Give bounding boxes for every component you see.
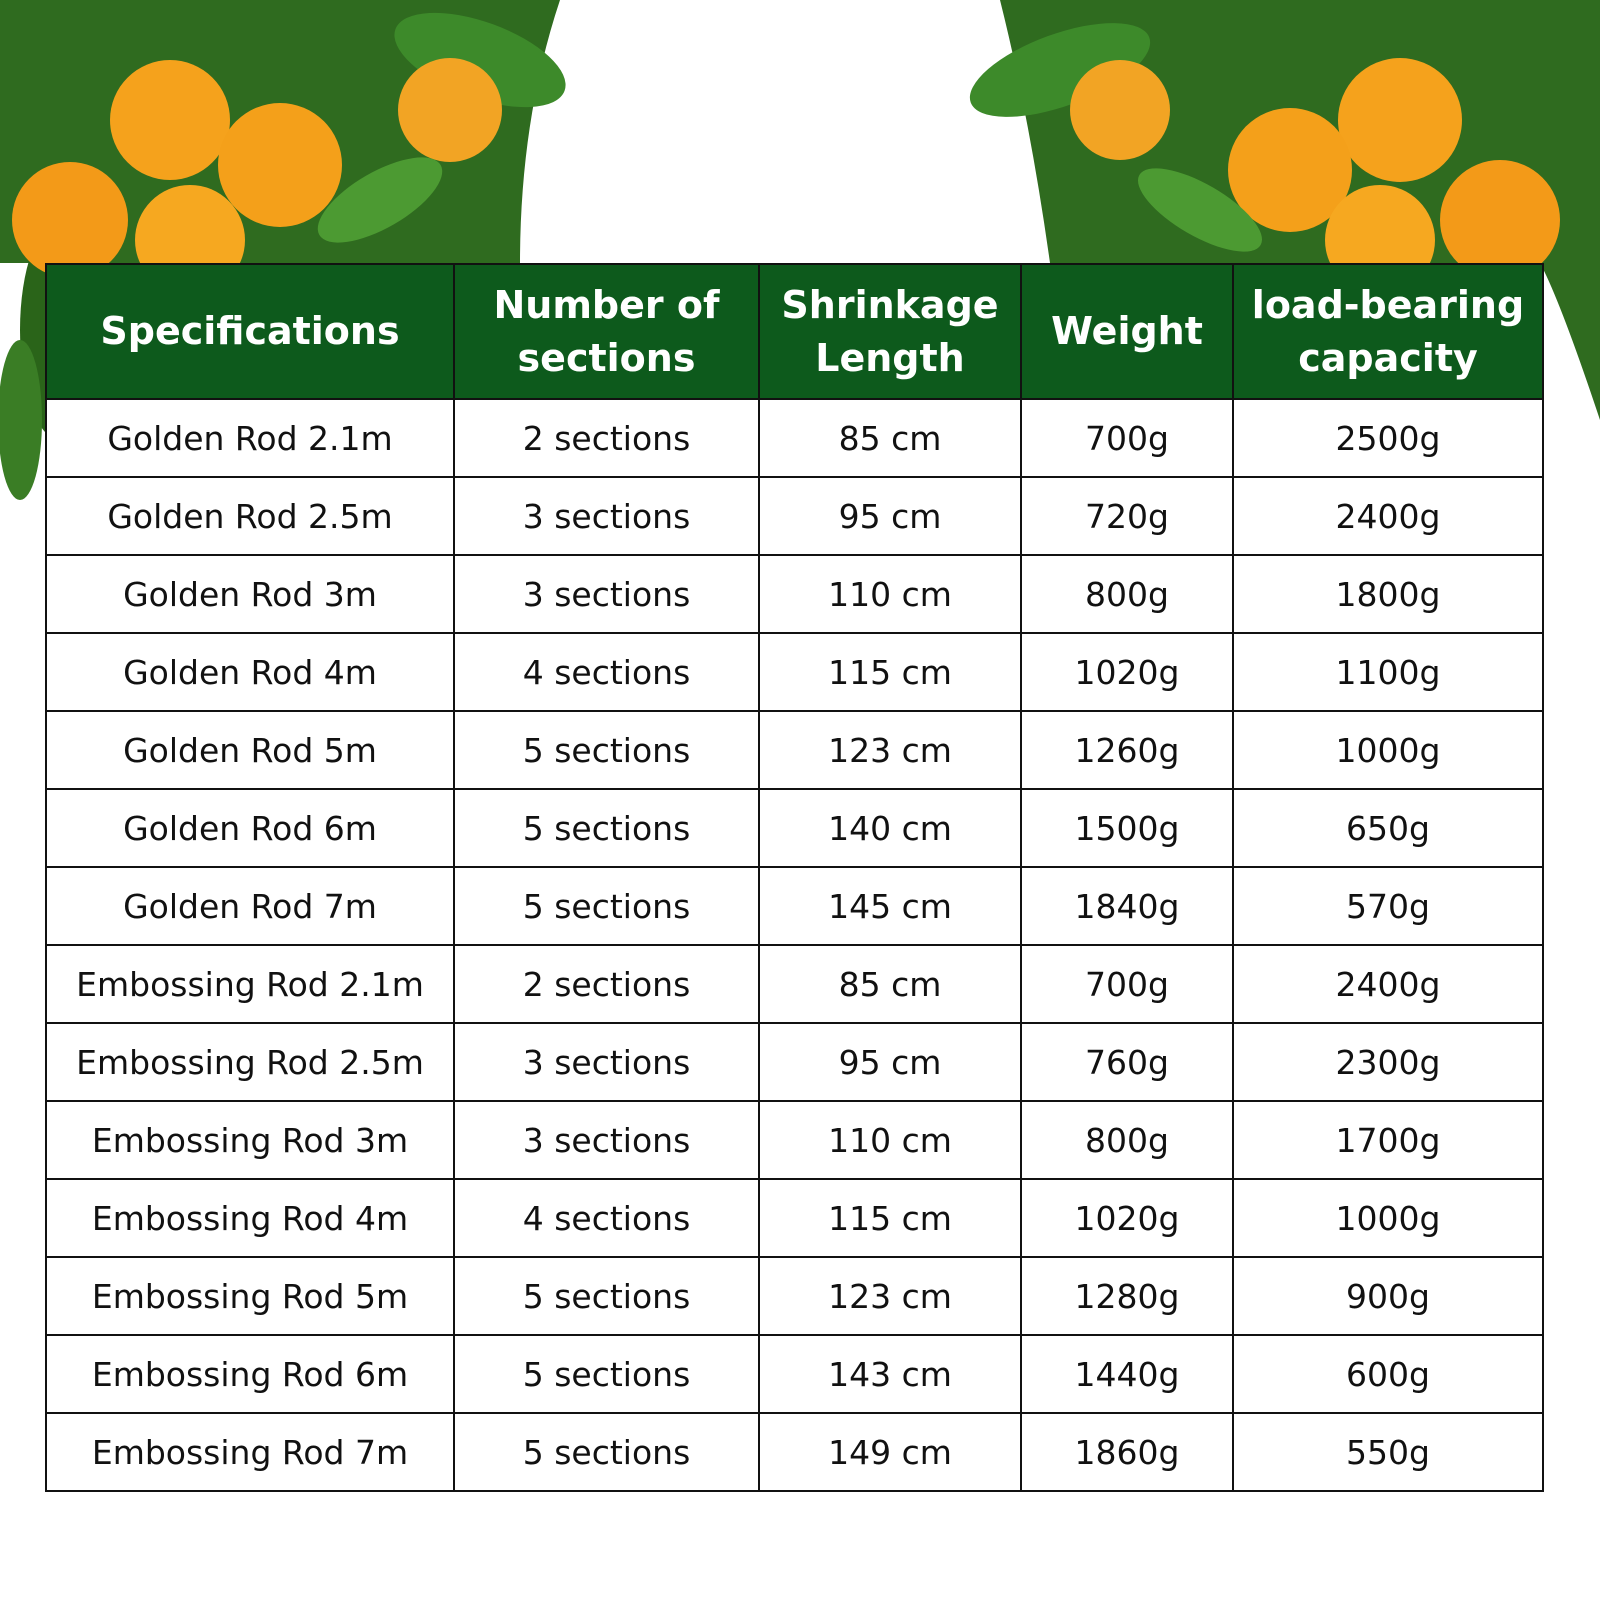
table-cell: 1800g <box>1232 554 1544 634</box>
table-cell: 5 sections <box>453 1256 760 1336</box>
table-row: Embossing Rod 4m 4 sections 115 cm 1020g 100… <box>45 1178 1544 1258</box>
table-cell: 600g <box>1232 1334 1544 1414</box>
table-cell: 1860g <box>1020 1412 1234 1492</box>
table-row: Golden Rod 7m 5 sections 145 cm 1840g 570g <box>45 866 1544 946</box>
table-row: Embossing Rod 6m 5 sections 143 cm 1440g 600… <box>45 1334 1544 1414</box>
table-cell: 800g <box>1020 1100 1234 1180</box>
header-cell: Number of sections <box>453 263 760 400</box>
table-cell: 550g <box>1232 1412 1544 1492</box>
table-cell: 115 cm <box>758 1178 1022 1258</box>
table-cell: Golden Rod 2.5m <box>45 476 455 556</box>
table-cell: 2400g <box>1232 476 1544 556</box>
table-cell: 900g <box>1232 1256 1544 1336</box>
header-row: Specifications Number of sections Shrinkag… <box>45 263 1544 400</box>
table-cell: 1440g <box>1020 1334 1234 1414</box>
table-cell: 5 sections <box>453 788 760 868</box>
header-cell: load-bearing capacity <box>1232 263 1544 400</box>
table-cell: 1020g <box>1020 632 1234 712</box>
table-cell: Golden Rod 5m <box>45 710 455 790</box>
table-cell: 1260g <box>1020 710 1234 790</box>
table-cell: Embossing Rod 4m <box>45 1178 455 1258</box>
table-cell: 110 cm <box>758 1100 1022 1180</box>
header-cell: Shrinkage Length <box>758 263 1022 400</box>
header-cell: Specifications <box>45 263 455 400</box>
table-cell: Golden Rod 6m <box>45 788 455 868</box>
right-branch <box>969 0 1600 420</box>
table-cell: Embossing Rod 3m <box>45 1100 455 1180</box>
table-row: Golden Rod 6m 5 sections 140 cm 1500g 650g <box>45 788 1544 868</box>
table-cell: 720g <box>1020 476 1234 556</box>
table-row: Golden Rod 2.5m 3 sections 95 cm 720g 2400g <box>45 476 1544 556</box>
table-cell: 3 sections <box>453 1022 760 1102</box>
table-cell: 4 sections <box>453 632 760 712</box>
table-row: Embossing Rod 3m 3 sections 110 cm 800g 1700… <box>45 1100 1544 1180</box>
table-cell: 2 sections <box>453 944 760 1024</box>
table-cell: 1840g <box>1020 866 1234 946</box>
table-row: Golden Rod 3m 3 sections 110 cm 800g 1800g <box>45 554 1544 634</box>
table-cell: 149 cm <box>758 1412 1022 1492</box>
table-cell: Golden Rod 7m <box>45 866 455 946</box>
table-cell: 123 cm <box>758 710 1022 790</box>
table-cell: 143 cm <box>758 1334 1022 1414</box>
table-row: Golden Rod 4m 4 sections 115 cm 1020g 1100g <box>45 632 1544 712</box>
table-cell: 140 cm <box>758 788 1022 868</box>
table-row: Golden Rod 2.1m 2 sections 85 cm 700g 2500g <box>45 398 1544 478</box>
table-cell: 700g <box>1020 398 1234 478</box>
table-row: Embossing Rod 2.5m 3 sections 95 cm 760g 230… <box>45 1022 1544 1102</box>
table-cell: 5 sections <box>453 710 760 790</box>
table-cell: 95 cm <box>758 1022 1022 1102</box>
table-cell: 700g <box>1020 944 1234 1024</box>
table-cell: 570g <box>1232 866 1544 946</box>
table-cell: Golden Rod 4m <box>45 632 455 712</box>
table-cell: 95 cm <box>758 476 1022 556</box>
table-cell: 1000g <box>1232 1178 1544 1258</box>
table-cell: 115 cm <box>758 632 1022 712</box>
table-row: Embossing Rod 2.1m 2 sections 85 cm 700g 240… <box>45 944 1544 1024</box>
table-cell: 1100g <box>1232 632 1544 712</box>
table-cell: 2400g <box>1232 944 1544 1024</box>
table-cell: 123 cm <box>758 1256 1022 1336</box>
header-cell: Weight <box>1020 263 1234 400</box>
table-cell: 2 sections <box>453 398 760 478</box>
table-cell: 5 sections <box>453 1334 760 1414</box>
table-cell: Embossing Rod 7m <box>45 1412 455 1492</box>
table-cell: 3 sections <box>453 1100 760 1180</box>
table-cell: 3 sections <box>453 554 760 634</box>
table-cell: Embossing Rod 2.5m <box>45 1022 455 1102</box>
table-row: Golden Rod 5m 5 sections 123 cm 1260g 1000g <box>45 710 1544 790</box>
table-cell: 1280g <box>1020 1256 1234 1336</box>
table-cell: 2300g <box>1232 1022 1544 1102</box>
table-cell: 85 cm <box>758 944 1022 1024</box>
table-row: Embossing Rod 5m 5 sections 123 cm 1280g 900… <box>45 1256 1544 1336</box>
table-row: Embossing Rod 7m 5 sections 149 cm 1860g 550… <box>45 1412 1544 1492</box>
table-cell: Embossing Rod 2.1m <box>45 944 455 1024</box>
table-cell: Embossing Rod 6m <box>45 1334 455 1414</box>
table-cell: 1020g <box>1020 1178 1234 1258</box>
table-cell: 650g <box>1232 788 1544 868</box>
table-cell: 2500g <box>1232 398 1544 478</box>
table-cell: Golden Rod 3m <box>45 554 455 634</box>
table-cell: 1500g <box>1020 788 1234 868</box>
table-body: Golden Rod 2.1m 2 sections 85 cm 700g 2500g G… <box>45 398 1544 1492</box>
table-cell: 5 sections <box>453 1412 760 1492</box>
table-cell: Golden Rod 2.1m <box>45 398 455 478</box>
table-head: Specifications Number of sections Shrinkag… <box>45 263 1544 400</box>
table-cell: Embossing Rod 5m <box>45 1256 455 1336</box>
spec-table: Specifications Number of sections Shrinkag… <box>45 263 1544 1492</box>
table-cell: 4 sections <box>453 1178 760 1258</box>
table-cell: 5 sections <box>453 866 760 946</box>
table-cell: 1000g <box>1232 710 1544 790</box>
table-cell: 110 cm <box>758 554 1022 634</box>
table-cell: 145 cm <box>758 866 1022 946</box>
table-cell: 85 cm <box>758 398 1022 478</box>
table-cell: 1700g <box>1232 1100 1544 1180</box>
table-cell: 3 sections <box>453 476 760 556</box>
table-cell: 800g <box>1020 554 1234 634</box>
table-cell: 760g <box>1020 1022 1234 1102</box>
